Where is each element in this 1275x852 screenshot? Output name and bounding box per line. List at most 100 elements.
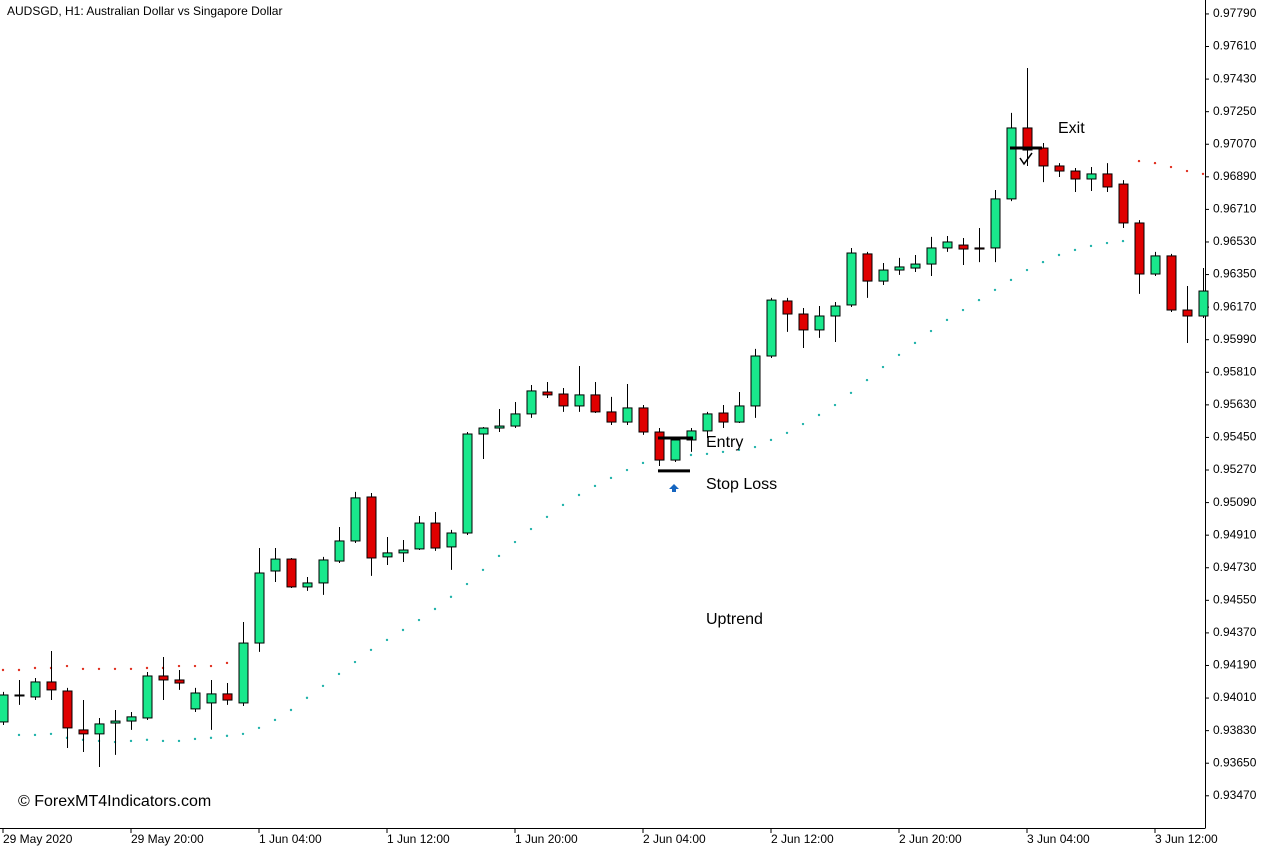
candle-body <box>1054 165 1065 172</box>
candle-body <box>174 679 185 684</box>
indicator-dot <box>625 468 629 472</box>
indicator-dot <box>65 664 69 668</box>
y-tick-label: 0.97430 <box>1213 71 1257 85</box>
candle-body <box>862 253 873 282</box>
candle-body <box>1166 255 1177 311</box>
candle-body <box>1182 309 1193 317</box>
indicator-dot <box>529 527 533 531</box>
candle-body <box>910 263 921 269</box>
indicator-dot <box>1009 278 1013 282</box>
indicator-dot <box>1153 161 1157 165</box>
indicator-dot <box>209 664 213 668</box>
indicator-dot <box>17 668 21 672</box>
candle-body <box>158 675 169 681</box>
indicator-dot <box>321 684 325 688</box>
candle-body <box>446 532 457 548</box>
indicator-dot <box>193 737 197 741</box>
y-tick-label: 0.96530 <box>1213 234 1257 248</box>
annotation: Stop Loss <box>706 476 777 493</box>
indicator-dot <box>1185 169 1189 173</box>
candle-body <box>494 425 505 429</box>
indicator-dot <box>433 607 437 611</box>
candle-body <box>526 390 537 415</box>
candle-body <box>398 549 409 554</box>
y-tick-label: 0.95990 <box>1213 332 1257 346</box>
candle-body <box>286 558 297 588</box>
x-tick-label: 3 Jun 04:00 <box>1027 832 1090 846</box>
candle-body <box>46 681 57 691</box>
indicator-dot <box>369 648 373 652</box>
candle-body <box>94 723 105 735</box>
candle-body <box>638 407 649 433</box>
indicator-dot <box>337 672 341 676</box>
indicator-dot <box>689 453 693 457</box>
indicator-dot <box>929 329 933 333</box>
candle-body <box>0 694 9 723</box>
indicator-dot <box>273 718 277 722</box>
candle-body <box>1070 170 1081 180</box>
indicator-dot <box>513 540 517 544</box>
indicator-dot <box>801 422 805 426</box>
candle-body <box>142 675 153 719</box>
candle-body <box>766 299 777 357</box>
indicator-dot <box>1201 172 1205 176</box>
indicator-dot <box>865 378 869 382</box>
indicator-dot <box>257 726 261 730</box>
y-tick-label: 0.95270 <box>1213 462 1257 476</box>
y-tick-label: 0.93650 <box>1213 755 1257 769</box>
x-tick-label: 2 Jun 20:00 <box>899 832 962 846</box>
indicator-dot <box>593 484 597 488</box>
candle-body <box>686 430 697 441</box>
indicator-dot <box>561 503 565 507</box>
indicator-dot <box>993 288 997 292</box>
candle-body <box>1086 173 1097 180</box>
indicator-dot <box>209 736 213 740</box>
candle-body <box>462 433 473 534</box>
candle-body <box>382 552 393 558</box>
indicator-dot <box>401 628 405 632</box>
candle-body <box>974 247 985 250</box>
candle-body <box>350 497 361 542</box>
candle-body <box>622 407 633 423</box>
y-tick-label: 0.94730 <box>1213 560 1257 574</box>
y-tick-label: 0.96710 <box>1213 202 1257 216</box>
candle-body <box>878 269 889 282</box>
indicator-dot <box>1073 248 1077 252</box>
candle-body <box>1006 127 1017 200</box>
candle-body <box>510 413 521 427</box>
indicator-dot <box>817 413 821 417</box>
indicator-dot <box>161 739 165 743</box>
indicator-dot <box>753 445 757 449</box>
candle-body <box>830 305 841 317</box>
indicator-dot <box>1025 268 1029 272</box>
candle-body <box>14 694 25 697</box>
indicator-dot <box>177 664 181 668</box>
indicator-dot <box>881 365 885 369</box>
candle-body <box>222 693 233 701</box>
indicator-dot <box>577 493 581 497</box>
buy-arrow <box>669 484 679 492</box>
indicator-dot <box>1 668 5 672</box>
indicator-dot <box>945 318 949 322</box>
candle-body <box>734 405 745 423</box>
indicator-dot <box>97 667 101 671</box>
candle-body <box>270 558 281 572</box>
candle-body <box>1102 173 1113 188</box>
candle-body <box>1038 147 1049 167</box>
y-tick-label: 0.93470 <box>1213 788 1257 802</box>
indicator-dot <box>193 664 197 668</box>
annotation: Uptrend <box>706 611 763 628</box>
indicator-dot <box>81 667 85 671</box>
candle-body <box>334 540 345 562</box>
y-tick-label: 0.96350 <box>1213 267 1257 281</box>
candle-body <box>1198 290 1209 317</box>
x-tick-label: 29 May 20:00 <box>131 832 204 846</box>
candle-body <box>606 411 617 423</box>
indicator-dot <box>449 595 453 599</box>
indicator-dot <box>1089 244 1093 248</box>
indicator-dot <box>737 448 741 452</box>
candle-body <box>1134 222 1145 275</box>
indicator-dot <box>241 732 245 736</box>
indicator-dot <box>609 476 613 480</box>
